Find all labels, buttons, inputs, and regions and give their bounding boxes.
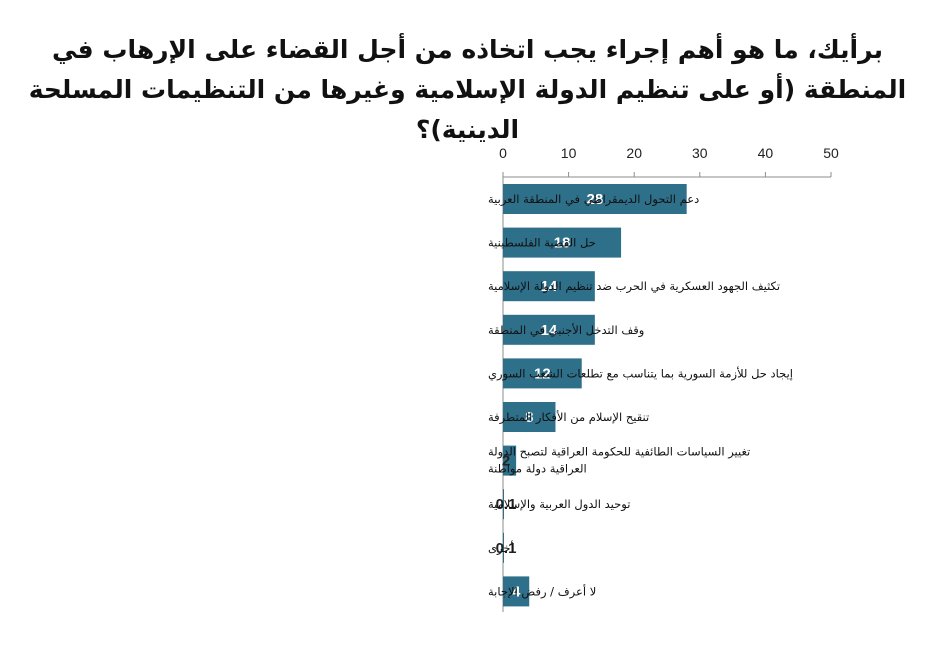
bar (503, 184, 687, 214)
bar-value-label: 14 (541, 278, 558, 295)
category-label: حل القضية الفلسطينية (488, 236, 596, 250)
category-label: إيجاد حل للأزمة السورية بما يتناسب مع تط… (488, 366, 793, 381)
bar-value-label: 2 (502, 453, 510, 470)
category-label: دعم التحول الديمقراطي في المنطقة العربية (488, 192, 699, 207)
x-tick-label: 0 (499, 145, 507, 161)
category-label: تنقيح الإسلام من الأفكار المتطرفة (488, 410, 649, 425)
bar (503, 402, 556, 432)
bar-value-label: 0.1 (496, 540, 517, 557)
bar-value-label: 28 (586, 191, 603, 208)
x-tick-label: 10 (561, 145, 577, 161)
bar-value-label: 12 (534, 365, 551, 382)
bar (503, 445, 517, 476)
x-tick-label: 20 (626, 145, 642, 161)
category-label: تكثيف الجهود العسكرية في الحرب ضد تنظيم … (488, 279, 780, 294)
bar-value-label: 4 (512, 583, 521, 600)
bar (503, 358, 582, 389)
category-label: لا أعرف / رفض الإجابة (488, 583, 596, 599)
category-label-line: العراقية دولة مواطنة (488, 462, 587, 477)
bar (503, 489, 504, 520)
x-tick-label: 40 (758, 145, 774, 161)
chart-title: برأيك، ما هو أهم إجراء يجب اتخاذه من أجل… (28, 35, 907, 144)
bar-value-label: 14 (541, 322, 558, 339)
bar (503, 271, 595, 302)
bar (503, 576, 530, 607)
bar-value-label: 8 (525, 409, 533, 426)
bar (503, 314, 595, 345)
bar-value-label: 18 (554, 235, 571, 252)
bar (503, 532, 504, 563)
category-label: تغيير السياسات الطائفية للحكومة العراقية… (488, 445, 750, 477)
bar (503, 227, 622, 258)
category-label: توحيد الدول العربية والإسلامية (488, 497, 630, 512)
x-tick-label: 50 (823, 145, 839, 161)
bar-value-label: 0.1 (496, 496, 517, 513)
x-tick-label: 30 (692, 145, 708, 161)
category-label: وقف التدخل الأجنبي في المنطقة (488, 323, 644, 338)
category-label: أخرى (488, 540, 514, 556)
category-label-line: تغيير السياسات الطائفية للحكومة العراقية… (488, 445, 750, 460)
